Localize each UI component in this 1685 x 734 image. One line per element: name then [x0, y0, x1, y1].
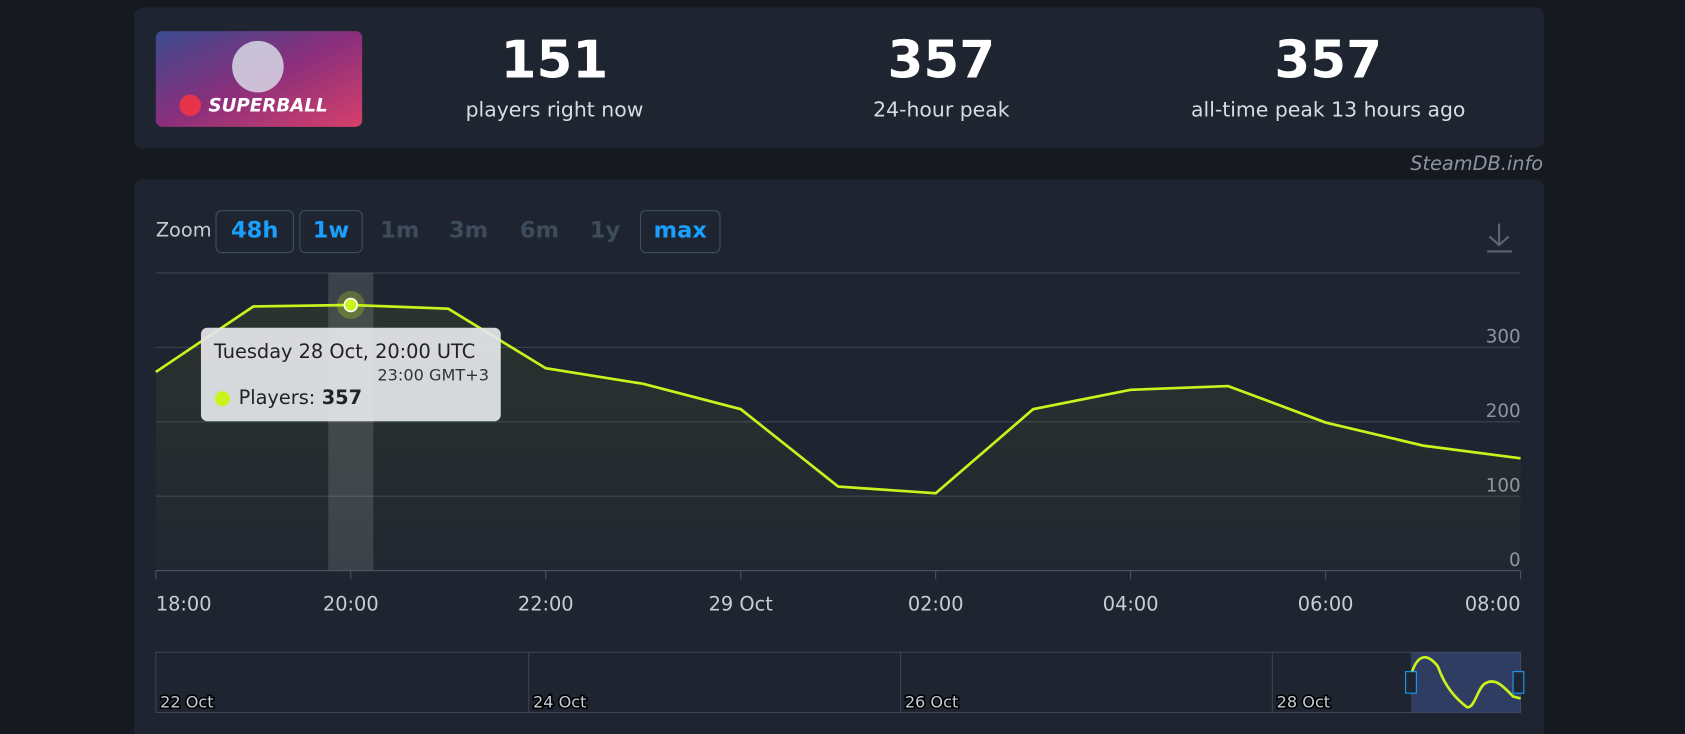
zoom-button[interactable]: [215, 210, 294, 254]
header-panel: [134, 7, 1545, 149]
line-series: [155, 303, 1521, 495]
tooltip-date: Tuesday 28 Oct, 20:00 UTC: [213, 340, 475, 363]
navigator-handle[interactable]: [1405, 671, 1417, 694]
zoom-label: Zoom: [156, 219, 212, 242]
zoom-button[interactable]: [639, 210, 721, 254]
x-tick-label: 04:00: [1103, 593, 1159, 616]
x-tick-label: 29 Oct: [709, 593, 774, 616]
x-tick-label: 06:00: [1298, 593, 1354, 616]
y-tick-label: 300: [1486, 327, 1521, 348]
chart-panel: [134, 179, 1545, 734]
hover-point: [343, 297, 359, 313]
tooltip-value: 357: [322, 386, 362, 409]
navigator-label: 28 Oct: [1277, 692, 1330, 711]
zoom-option[interactable]: max: [654, 218, 708, 244]
zoom-button[interactable]: [299, 210, 363, 254]
stat-value: 357: [888, 30, 996, 90]
zoom-option[interactable]: 1y: [590, 218, 621, 244]
zoom-option[interactable]: 6m: [520, 218, 559, 244]
navigator-label: 22 Oct: [160, 692, 213, 711]
tooltip-marker: [214, 391, 230, 407]
navigator-handle[interactable]: [1512, 671, 1525, 694]
zoom-option[interactable]: 3m: [449, 218, 488, 244]
x-tick-label: 20:00: [323, 593, 379, 616]
tooltip-local-time: 23:00 GMT+3: [377, 366, 489, 385]
tooltip-label: Players:: [239, 386, 316, 409]
credit[interactable]: SteamDB.info: [1410, 152, 1543, 175]
x-tick-label: 18:00: [156, 593, 212, 616]
game-logo: SUPERBALL: [208, 95, 327, 116]
stat-label: 24-hour peak: [873, 98, 1010, 122]
download-icon[interactable]: [1487, 223, 1512, 253]
stat-label: all-time peak 13 hours ago: [1191, 98, 1465, 122]
x-tick-label: 22:00: [518, 593, 574, 616]
y-tick-label: 200: [1486, 401, 1521, 422]
navigator-line: [1409, 655, 1521, 709]
zoom-option[interactable]: 1w: [313, 218, 350, 244]
logo-icon: [179, 94, 201, 117]
zoom-option[interactable]: 48h: [231, 218, 278, 244]
logo-ball: [232, 40, 284, 93]
zoom-option[interactable]: 1m: [380, 218, 419, 244]
stat-value: 151: [501, 30, 609, 90]
x-tick-label: 02:00: [908, 593, 964, 616]
hover-band: [328, 272, 374, 571]
tooltip: [200, 327, 501, 422]
navigator-label: 24 Oct: [533, 692, 586, 711]
navigator-label: 26 Oct: [905, 692, 958, 711]
stat-label: players right now: [466, 98, 644, 122]
stat-value: 357: [1274, 30, 1382, 90]
x-tick-label: 08:00: [1465, 593, 1521, 616]
navigator-selection[interactable]: [1410, 652, 1521, 713]
